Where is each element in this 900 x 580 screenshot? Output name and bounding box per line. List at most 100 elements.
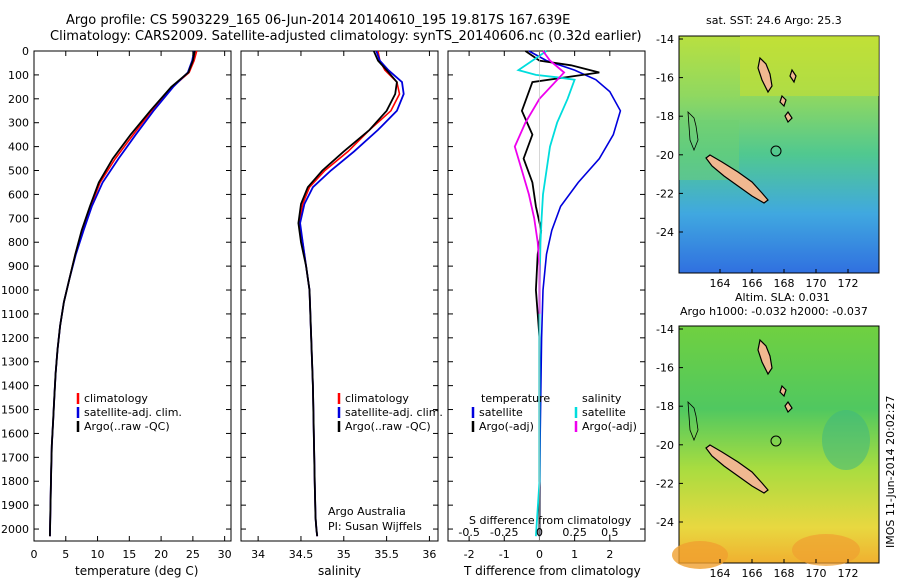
x-tick-label: 30 [218,548,232,561]
x-tick-label: 20 [154,548,168,561]
sst-map-title: sat. SST: 24.6 Argo: 25.3 [706,14,842,27]
s-tick-label: 0.25 [562,526,587,539]
map-y-tick-label: -18 [656,400,674,413]
temperature-axis-label: temperature (deg C) [75,564,198,578]
map-x-tick-label: 166 [742,277,763,290]
sla-map-title: Altim. SLA: 0.031 [735,291,830,304]
map-x-tick-label: 170 [806,567,827,580]
x-tick-label: 10 [91,548,105,561]
y-tick-label: 1300 [1,356,29,369]
legend-t-satellite-label: satellite [479,406,523,419]
map-x-tick-label: 166 [742,567,763,580]
legend-s-satellite-label: satellite [582,406,626,419]
y-tick-label: 400 [8,141,29,154]
map-y-tick-label: -24 [656,516,674,529]
vanuatu-islands [757,338,793,414]
legend-satellite-label: satellite-adj. clim. [345,406,443,419]
temperature-series-argo-raw-qc- [49,50,196,537]
s-tick-label: 0 [536,526,543,539]
x-tick-label: 0 [31,548,38,561]
salinity-plot-frame [240,50,439,542]
argo-position-marker [770,435,782,447]
map-y-tick-label: -16 [656,72,674,85]
x-tick-label: 15 [122,548,136,561]
legend-s-argo-label: Argo(-adj) [582,420,637,433]
y-tick-label: 1200 [1,332,29,345]
legend-argo-label: Argo(..raw -QC) [345,420,431,433]
x-tick-label: 5 [62,548,69,561]
y-tick-label: 1500 [1,404,29,417]
map-x-tick-label: 172 [838,567,859,580]
vanuatu-islands [757,56,797,124]
legend-temperature-heading: temperature [481,392,550,405]
map-y-tick-label: -14 [656,33,674,46]
x-tick-label: 25 [186,548,200,561]
argo-position-marker [770,145,782,157]
y-tick-label: 1100 [1,308,29,321]
difference-legend: temperature satellite Argo(-adj) salinit… [469,392,637,527]
y-tick-label: 1700 [1,451,29,464]
title-line-1: Argo profile: CS 5903229_165 06-Jun-2014… [66,13,571,28]
s-difference-title: S difference from climatology [469,514,632,527]
y-tick-label: 1000 [1,284,29,297]
map-x-tick-label: 164 [710,567,731,580]
temperature-plot-frame [33,50,232,542]
differences-series-temperature-satellite [528,50,622,537]
sst-map: sat. SST: 24.6 Argo: 25.3 [678,14,880,274]
sla-map-subtitle: Argo h1000: -0.032 h2000: -0.037 [680,305,868,318]
y-tick-label: 1900 [1,499,29,512]
y-tick-label: 2000 [1,523,29,536]
map-x-tick-label: 168 [774,567,795,580]
map-y-tick-label: -24 [656,226,674,239]
new-caledonia-coast [705,154,769,204]
map-x-tick-label: 164 [710,277,731,290]
y-tick-label: 700 [8,212,29,225]
map-y-tick-label: -16 [656,362,674,375]
salinity-series-satellite-adj-clim- [299,50,405,537]
annotation-pi: PI: Susan Wijffels [328,520,422,533]
x-tick-label: -2 [464,548,475,561]
salinity-axis-label: salinity [318,564,361,578]
y-tick-label: 900 [8,260,29,273]
legend-salinity-heading: salinity [582,392,622,405]
temperature-legend: climatology satellite-adj. clim. Argo(..… [76,392,182,433]
title-line-2: Climatology: CARS2009. Satellite-adjuste… [50,29,642,44]
s-tick-label: 0.5 [601,526,619,539]
difference-plot-frame [447,50,646,542]
y-tick-label: 200 [8,93,29,106]
legend-t-argo-label: Argo(-adj) [479,420,534,433]
y-tick-label: 1400 [1,380,29,393]
map-y-tick-label: -22 [656,187,674,200]
x-tick-label: 36 [422,548,436,561]
x-tick-label: 1 [571,548,578,561]
x-tick-label: 35.5 [374,548,399,561]
y-tick-label: 300 [8,117,29,130]
imos-credit: IMOS 11-Jun-2014 20:02:27 [884,395,897,548]
x-tick-label: 35 [337,548,351,561]
s-tick-label: -0.5 [458,526,479,539]
legend-satellite-label: satellite-adj. clim. [84,406,182,419]
map-x-tick-label: 168 [774,277,795,290]
annotation-argo-australia: Argo Australia [328,505,406,518]
differences-series-temperature-argo-adj- [520,50,600,537]
map-x-tick-label: 170 [806,277,827,290]
salinity-series-argo-raw-qc- [297,50,398,537]
map-y-tick-label: -18 [656,110,674,123]
legend-climatology-label: climatology [345,392,409,405]
x-tick-label: 0 [536,548,543,561]
s-tick-label: -0.25 [490,526,518,539]
y-tick-label: 1800 [1,475,29,488]
y-tick-label: 1600 [1,427,29,440]
y-tick-label: 500 [8,165,29,178]
new-caledonia-coast [705,444,769,494]
x-tick-label: 34.5 [289,548,314,561]
t-difference-axis-label: T difference from climatology [463,564,641,578]
temperature-series-satellite-adj-clim- [49,50,195,537]
legend-argo-label: Argo(..raw -QC) [84,420,170,433]
map-y-tick-label: -22 [656,477,674,490]
sla-map: Altim. SLA: 0.031 Argo h1000: -0.032 h20… [672,291,880,569]
map-y-tick-label: -20 [656,439,674,452]
x-tick-label: 34 [251,548,265,561]
y-tick-label: 600 [8,188,29,201]
